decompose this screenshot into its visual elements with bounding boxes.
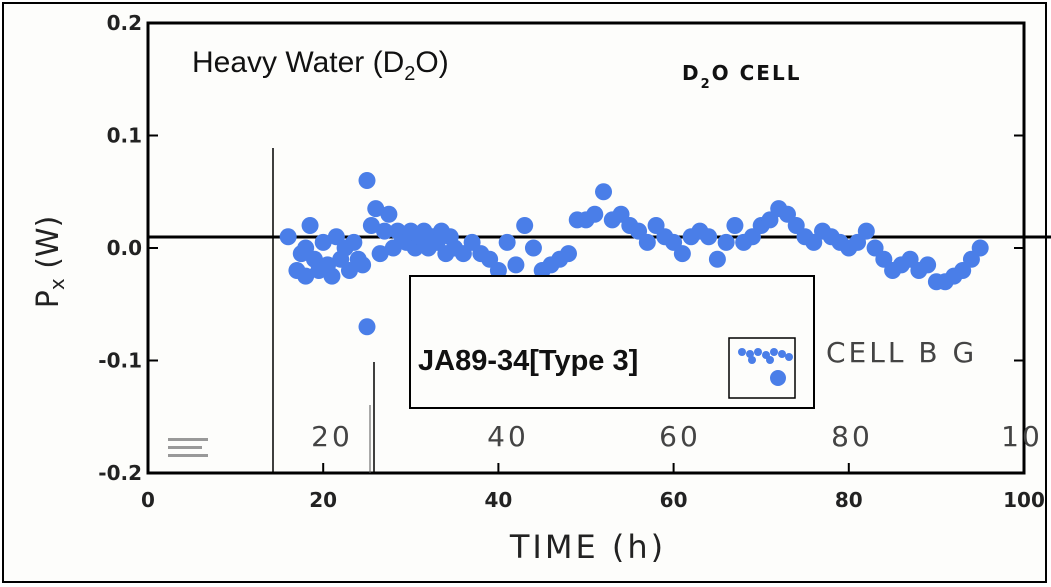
- x-axis-label: TIME (h): [509, 528, 666, 566]
- cell-label: D2O CELL: [682, 61, 801, 92]
- y-tick-label: -0.2: [98, 461, 142, 485]
- data-point: [345, 233, 363, 251]
- data-point: [367, 200, 385, 218]
- data-point: [726, 217, 744, 234]
- data-point: [516, 217, 534, 234]
- data-point: [371, 245, 389, 263]
- data-point: [323, 267, 341, 285]
- data-point: [919, 256, 937, 274]
- data-point: [638, 233, 656, 251]
- chart-title: Heavy Water (D2O): [192, 46, 449, 85]
- legend-marker: [738, 348, 746, 356]
- legend-marker: [785, 353, 793, 361]
- data-point: [301, 217, 319, 234]
- legend-marker: [770, 370, 786, 386]
- inner-x-tick-label: 10: [1001, 420, 1043, 453]
- data-point: [489, 262, 507, 279]
- x-axis-ticks: 0 20 40 60 80 100: [141, 463, 1045, 512]
- legend-swatch: [738, 348, 793, 386]
- legend-marker: [748, 356, 756, 364]
- data-point: [708, 250, 726, 268]
- inner-x-tick-label: 60: [659, 420, 701, 453]
- data-point: [507, 256, 525, 274]
- data-point: [700, 228, 718, 246]
- inner-cell-label: CELL B G: [826, 336, 977, 369]
- data-point: [362, 217, 380, 234]
- inner-x-tick-label: 80: [831, 420, 873, 453]
- legend-label: JA89-34[Type 3]: [418, 345, 638, 377]
- data-point: [595, 183, 613, 201]
- small-stamp: [168, 438, 208, 457]
- y-tick-label: 0.1: [107, 124, 142, 148]
- y-tick-label: -0.1: [98, 349, 142, 373]
- x-tick-label: 40: [484, 488, 512, 512]
- y-axis-label: Px (W): [31, 216, 69, 309]
- legend-marker: [754, 348, 762, 356]
- x-tick-label: 60: [660, 488, 688, 512]
- x-tick-label: 20: [309, 488, 337, 512]
- legend-marker: [778, 350, 786, 358]
- legend-marker: [770, 348, 778, 356]
- x-tick-label: 0: [141, 488, 155, 512]
- legend-swatch-box: [728, 337, 796, 399]
- legend: JA89-34[Type 3]: [409, 275, 815, 409]
- inner-x-axis-ticks: 20 40 60 80 10: [311, 420, 1043, 453]
- data-point: [524, 239, 542, 257]
- data-point: [279, 228, 297, 246]
- data-point: [358, 318, 376, 336]
- data-point: [380, 205, 398, 223]
- data-point: [314, 233, 332, 251]
- data-point: [498, 233, 516, 251]
- y-axis-ticks: 0.2 0.1 0.0 -0.1 -0.2: [98, 11, 1024, 485]
- y-tick-label: 0.2: [107, 11, 142, 35]
- inner-x-tick-label: 40: [487, 420, 529, 453]
- data-point: [586, 205, 604, 223]
- inner-x-tick-label: 20: [311, 420, 353, 453]
- data-point: [354, 256, 372, 274]
- data-point: [673, 245, 691, 263]
- data-point: [971, 239, 989, 257]
- y-tick-label: 0.0: [107, 236, 142, 260]
- legend-marker: [766, 356, 774, 364]
- x-tick-label: 80: [835, 488, 863, 512]
- x-tick-label: 100: [1003, 488, 1045, 512]
- data-point: [358, 172, 376, 189]
- data-point: [559, 245, 577, 263]
- data-point: [717, 233, 735, 251]
- data-point: [857, 222, 875, 240]
- data-point: [376, 222, 394, 240]
- data-point: [297, 267, 315, 285]
- legend-box: [409, 275, 815, 409]
- data-points: [279, 172, 989, 336]
